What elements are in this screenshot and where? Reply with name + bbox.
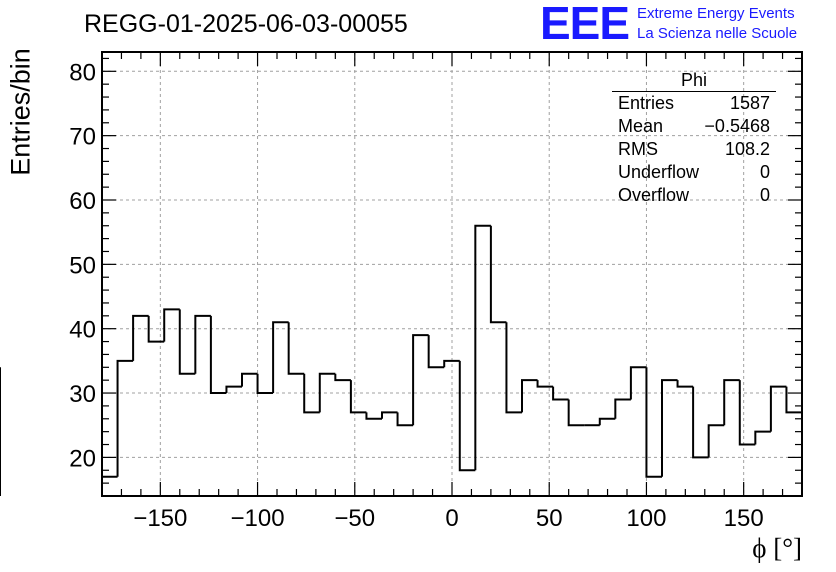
stats-title: Phi [612, 69, 776, 92]
histogram-bin [272, 321, 289, 394]
y-tick-label: 70 [69, 124, 96, 151]
y-tick-label: 60 [69, 188, 96, 215]
y-tick-label: 30 [69, 381, 96, 408]
logo-subtitle-line1: Extreme Energy Events [637, 5, 795, 22]
y-tick-label: 50 [69, 252, 96, 279]
histogram-bin [147, 315, 165, 343]
stats-row-rms: RMS 108.2 [612, 138, 776, 161]
stats-row-mean: Mean −0.5468 [612, 115, 776, 138]
stats-label: RMS [618, 139, 658, 159]
histogram-bin [521, 379, 538, 413]
histogram-bin [381, 411, 398, 419]
histogram-bin [443, 359, 460, 368]
stats-value: 108.2 [724, 139, 770, 159]
x-tick-label: −50 [334, 505, 375, 532]
histogram-bin [505, 322, 522, 414]
stats-label: Underflow [618, 162, 700, 182]
histogram-bin [723, 379, 740, 426]
histogram-bin [225, 385, 242, 394]
stats-row-underflow: Underflow 0 [612, 161, 776, 184]
x-tick-label: −150 [133, 505, 187, 532]
histogram-bin [567, 399, 585, 427]
axes [101, 51, 803, 497]
histogram-bin [318, 372, 336, 413]
stats-label: Overflow [618, 185, 690, 205]
x-axis-label: ϕ [°] [752, 533, 802, 563]
x-tick-label: 150 [724, 505, 764, 532]
histogram-bin [754, 430, 771, 445]
histogram-bin [101, 475, 118, 496]
stats-row-overflow: Overflow 0 [612, 184, 776, 207]
stats-value: 0 [759, 185, 770, 205]
x-tick-label: −100 [231, 505, 285, 532]
histogram-bin [474, 224, 491, 471]
stats-value: −0.5468 [704, 116, 770, 136]
x-tick-label: 100 [626, 505, 666, 532]
histogram-bin [163, 308, 180, 342]
histogram-bin [676, 380, 694, 388]
histogram-bin [334, 373, 351, 382]
tick-labels: −150 −100 −50 0 50 100 150 20 30 40 50 60 70 80 [69, 59, 763, 532]
histogram-bin [552, 386, 569, 401]
histogram-bin [785, 386, 802, 414]
eee-logo: EEE [540, 0, 630, 49]
histogram-bin [349, 380, 367, 414]
y-tick-label: 80 [69, 59, 96, 86]
histogram-bin [707, 424, 725, 458]
histogram-bin [629, 366, 647, 400]
logo-subtitle-line2: La Scienza nelle Scuole [637, 25, 798, 42]
histogram-bin [194, 314, 211, 374]
histogram-bin [241, 372, 258, 387]
stats-row-entries: Entries 1587 [612, 92, 776, 115]
histogram-bin [738, 380, 756, 446]
histogram-bin [396, 412, 414, 427]
stats-label: Mean [618, 116, 664, 136]
histogram-bin [209, 315, 227, 395]
histogram-bin [769, 385, 787, 432]
y-tick-label: 20 [69, 445, 96, 472]
histogram-bin [287, 322, 305, 375]
stats-box: Phi Entries 1587 Mean −0.5468 RMS 108.2 … [612, 69, 776, 207]
histogram-bin [116, 359, 134, 477]
histogram-bin [536, 380, 554, 388]
x-tick-label: 50 [536, 505, 563, 532]
histogram-bin [458, 360, 476, 472]
histogram-bin [614, 398, 631, 419]
histogram-bin [598, 417, 616, 426]
histogram-bin [178, 309, 196, 375]
histogram-bin [132, 314, 149, 361]
histogram-bin [412, 334, 429, 426]
run-title: REGG-01-2025-06-03-00055 [84, 10, 408, 38]
histogram-bin [427, 335, 445, 369]
stats-label: Entries [618, 93, 675, 113]
histogram-bin [256, 373, 274, 395]
y-tick-label: 40 [69, 317, 96, 344]
stats-value: 1587 [729, 93, 770, 113]
x-tick-label: 0 [445, 505, 458, 532]
stats-value: 0 [759, 162, 770, 182]
histogram-bin [365, 412, 382, 420]
histogram-bin [489, 225, 507, 324]
y-axis-label: Entries/bin [5, 48, 36, 176]
histogram-bin [661, 379, 678, 477]
histogram-bin [692, 386, 709, 459]
histogram-bin [303, 373, 320, 414]
histogram-series [0, 226, 802, 496]
histogram-bin [645, 367, 662, 478]
grid-lines [102, 52, 802, 496]
